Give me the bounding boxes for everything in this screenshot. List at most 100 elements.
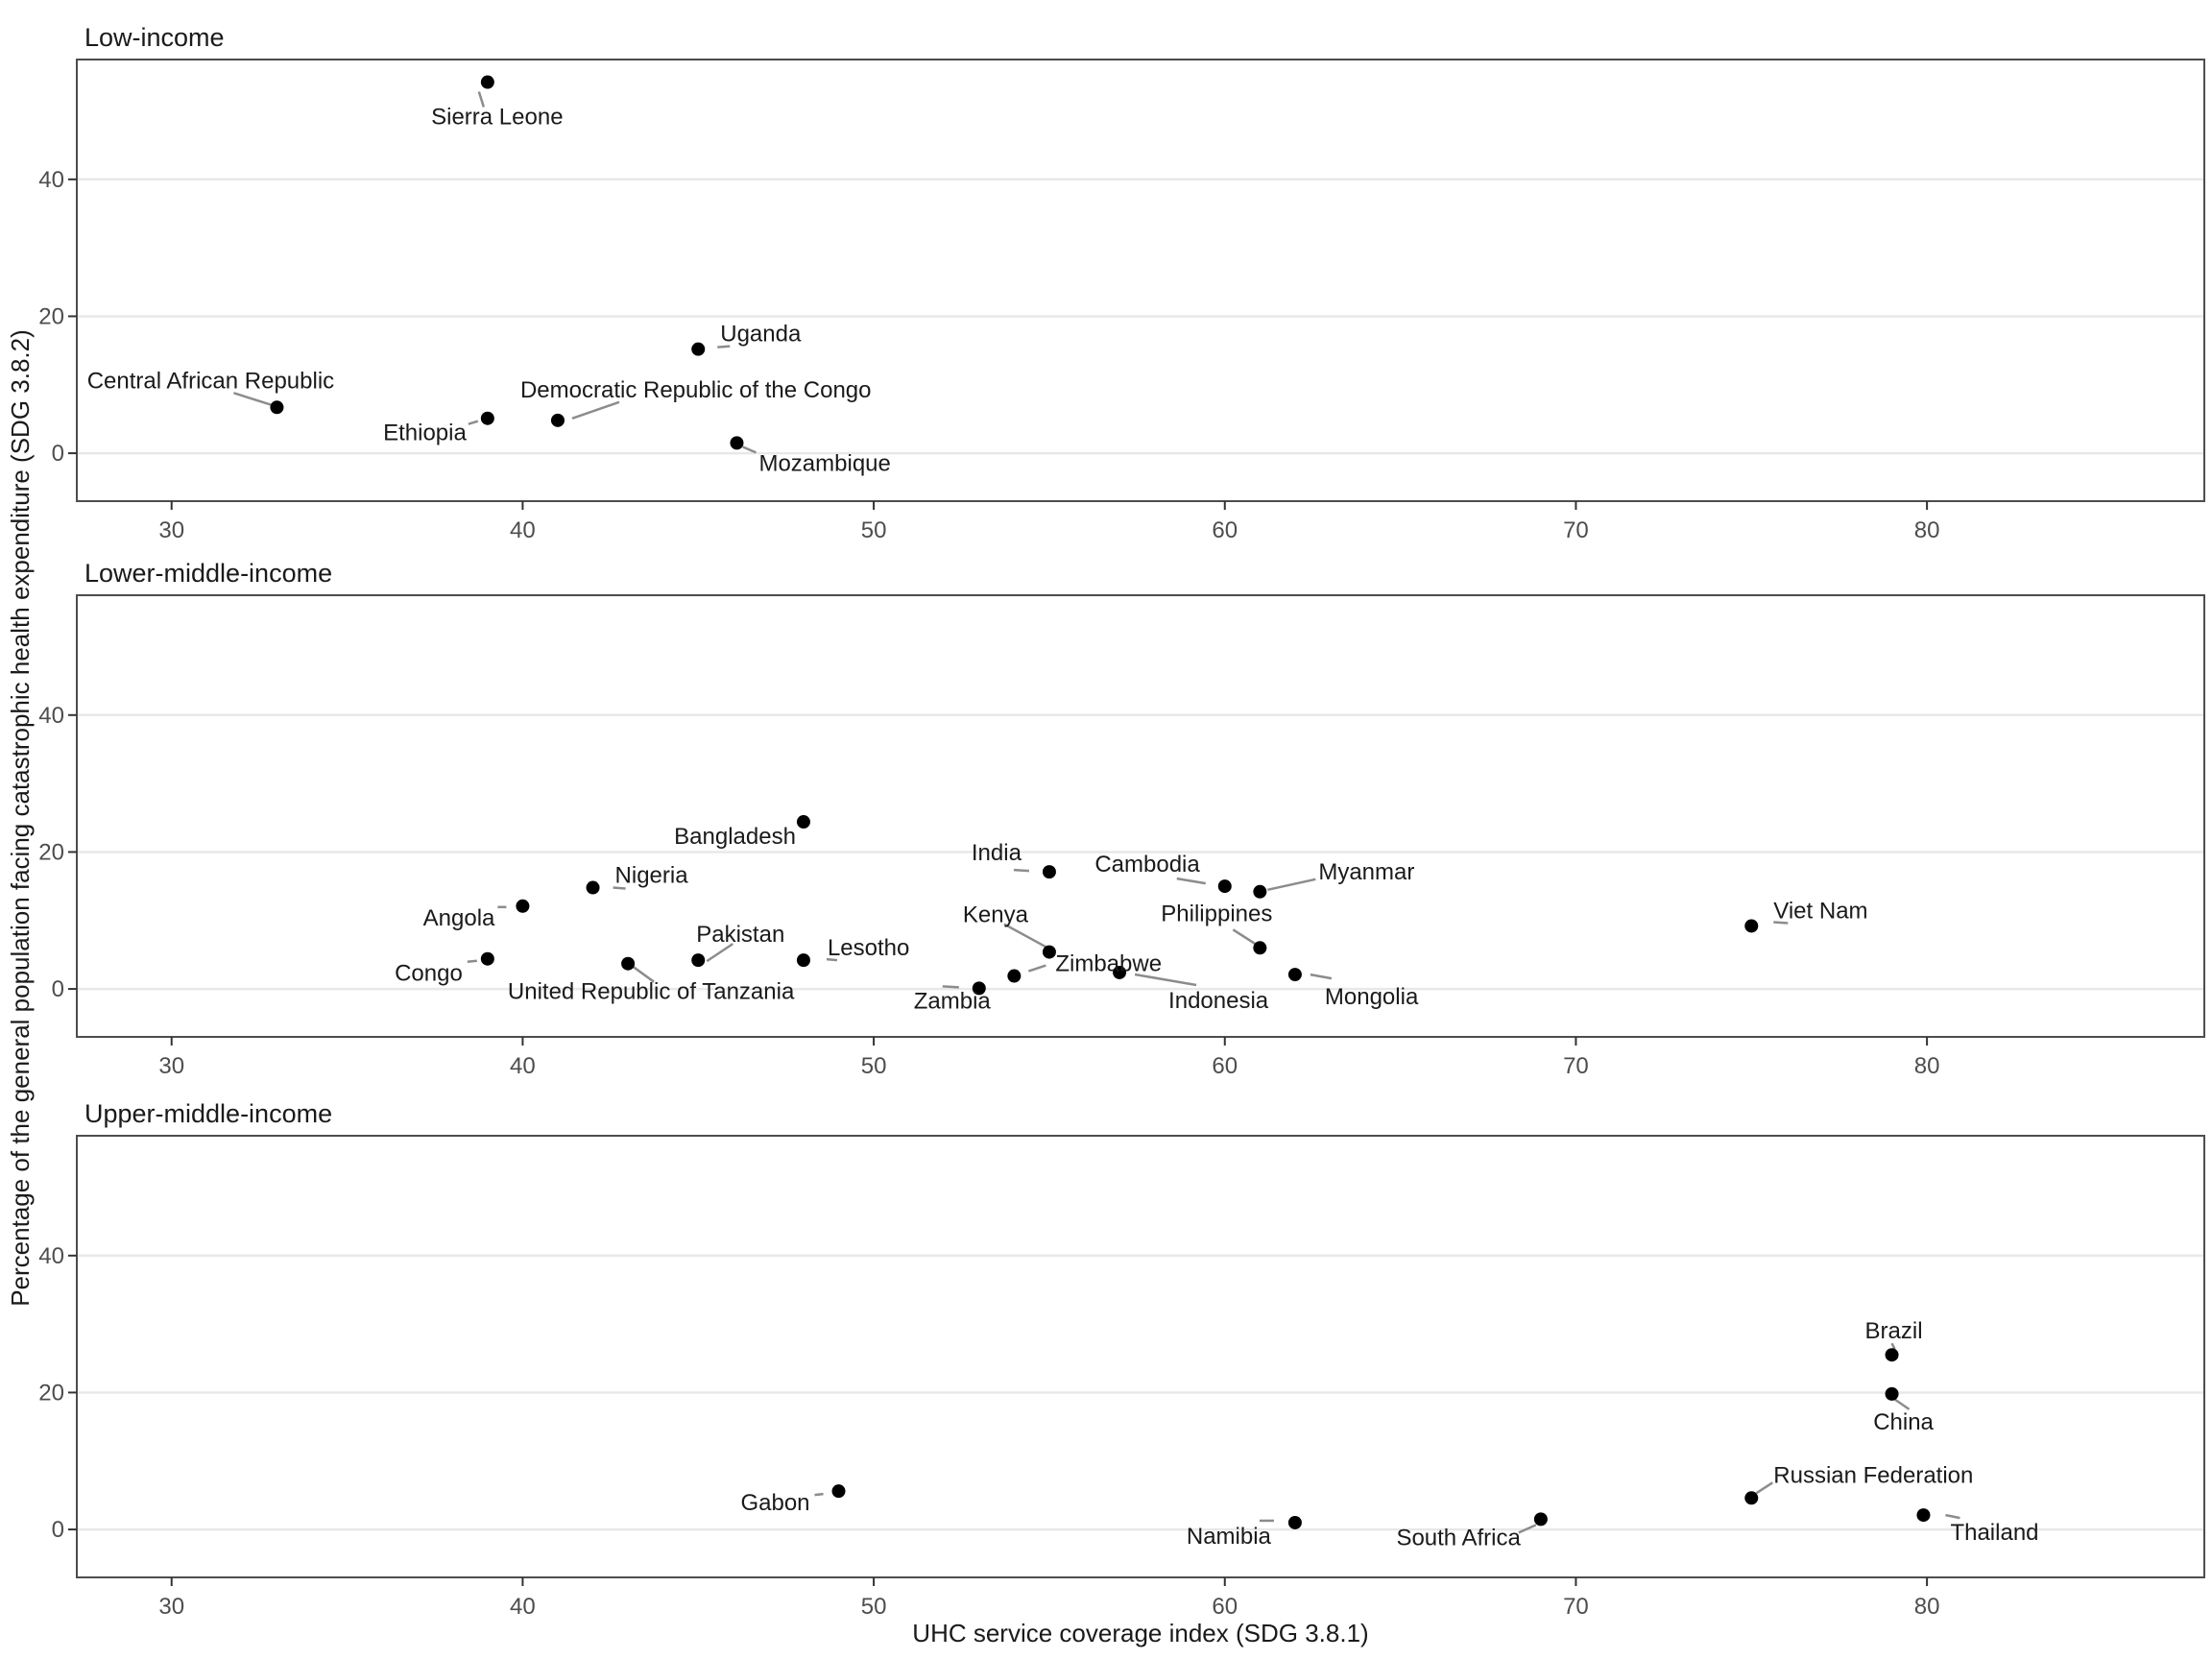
point-india	[1042, 865, 1056, 879]
label-gabon: Gabon	[740, 1490, 809, 1516]
leader-pakistan	[706, 943, 733, 963]
leader-myanmar	[1267, 878, 1316, 892]
point-lesotho	[796, 953, 810, 968]
label-russian-federation: Russian Federation	[1773, 1462, 1973, 1488]
leader-south-africa	[1518, 1524, 1537, 1534]
point-angola	[516, 899, 530, 913]
x-axis-tick-label: 70	[1563, 1594, 1589, 1620]
point-myanmar	[1253, 884, 1267, 899]
label-mozambique: Mozambique	[758, 450, 890, 476]
y-axis-tick-label: 20	[38, 839, 64, 865]
leader-china	[1892, 1397, 1911, 1410]
x-axis-tick-label: 30	[158, 1053, 184, 1079]
x-axis-tick-label: 70	[1563, 517, 1589, 543]
label-nigeria: Nigeria	[615, 863, 689, 889]
point-kenya	[1042, 945, 1056, 959]
panel-border	[76, 1135, 2205, 1578]
leader-sierra-leone	[477, 91, 486, 108]
y-axis-tick-label: 40	[38, 167, 64, 193]
y-axis-title: Percentage of the general population fac…	[6, 329, 35, 1307]
label-bangladesh: Bangladesh	[674, 824, 796, 850]
point-central-african-republic	[270, 400, 284, 415]
leader-nigeria	[613, 886, 626, 890]
leader-russian-federation	[1755, 1481, 1773, 1495]
point-indonesia	[1113, 965, 1127, 979]
facet-title-lower-middle-income: Lower-middle-income	[84, 559, 333, 588]
point-nigeria	[586, 880, 600, 895]
label-angola: Angola	[423, 905, 495, 931]
y-axis-tick-label: 20	[38, 1380, 64, 1406]
point-mongolia	[1287, 968, 1302, 982]
x-axis-tick-label: 50	[861, 1594, 887, 1620]
label-indonesia: Indonesia	[1168, 988, 1269, 1014]
point-bangladesh	[796, 815, 810, 830]
facet-title-low-income: Low-income	[84, 23, 225, 52]
facet-title-upper-middle-income: Upper-middle-income	[84, 1099, 333, 1128]
point-uganda	[691, 342, 706, 356]
label-philippines: Philippines	[1161, 901, 1272, 926]
leader-thailand	[1945, 1513, 1960, 1520]
x-axis-tick-label: 30	[158, 517, 184, 543]
point-brazil	[1885, 1348, 1899, 1362]
leader-zimbabwe	[1027, 964, 1046, 973]
x-axis-tick-label: 40	[510, 1053, 536, 1079]
point-philippines	[1253, 941, 1267, 955]
label-myanmar: Myanmar	[1318, 859, 1414, 885]
label-viet-nam: Viet Nam	[1773, 898, 1867, 924]
y-axis-tick-label: 0	[52, 441, 64, 467]
x-axis-title: UHC service coverage index (SDG 3.8.1)	[912, 1619, 1369, 1647]
leader-philippines	[1232, 928, 1259, 947]
label-zambia: Zambia	[914, 988, 992, 1014]
label-uganda: Uganda	[720, 322, 802, 348]
point-democratic-republic-of-the-congo	[550, 413, 565, 427]
point-ethiopia	[480, 411, 494, 425]
label-brazil: Brazil	[1865, 1318, 1923, 1344]
leader-gabon	[814, 1492, 824, 1497]
x-axis-tick-label: 50	[861, 517, 887, 543]
x-axis-tick-label: 60	[1212, 517, 1238, 543]
point-congo	[480, 951, 494, 966]
point-south-africa	[1533, 1512, 1548, 1527]
point-russian-federation	[1744, 1491, 1759, 1505]
point-zambia	[972, 981, 986, 996]
point-cambodia	[1217, 879, 1232, 894]
leader-zambia	[942, 985, 959, 989]
leader-ethiopia	[468, 420, 479, 425]
label-kenya: Kenya	[963, 902, 1029, 928]
leader-congo	[467, 959, 477, 963]
label-namibia: Namibia	[1187, 1524, 1272, 1550]
point-sierra-leone	[480, 75, 494, 89]
label-cambodia: Cambodia	[1094, 852, 1200, 878]
x-axis-tick-label: 80	[1914, 517, 1940, 543]
leader-central-african-republic	[233, 392, 274, 407]
point-united-republic-of-tanzania	[621, 956, 636, 971]
x-axis-tick-label: 80	[1914, 1594, 1940, 1620]
y-axis-tick-label: 20	[38, 303, 64, 329]
label-south-africa: South Africa	[1396, 1525, 1521, 1551]
point-namibia	[1287, 1515, 1302, 1529]
x-axis-tick-label: 60	[1212, 1594, 1238, 1620]
label-central-african-republic: Central African Republic	[87, 368, 334, 394]
label-china: China	[1873, 1409, 1934, 1435]
label-india: India	[972, 840, 1022, 866]
x-axis-tick-label: 40	[510, 1594, 536, 1620]
label-lesotho: Lesotho	[828, 935, 909, 961]
y-axis-tick-label: 40	[38, 1243, 64, 1269]
point-china	[1885, 1386, 1899, 1401]
leader-viet-nam	[1773, 921, 1789, 925]
y-axis-tick-label: 0	[52, 1517, 64, 1543]
leader-uganda	[717, 345, 731, 349]
x-axis-tick-label: 70	[1563, 1053, 1589, 1079]
y-axis-tick-label: 40	[38, 703, 64, 729]
leader-united-republic-of-tanzania	[632, 965, 655, 983]
x-axis-tick-label: 40	[510, 517, 536, 543]
leader-mozambique	[741, 445, 757, 454]
label-thailand: Thailand	[1950, 1520, 2038, 1546]
panel-border	[76, 594, 2205, 1038]
x-axis-tick-label: 30	[158, 1594, 184, 1620]
label-congo: Congo	[395, 961, 463, 987]
point-mozambique	[730, 436, 744, 450]
label-united-republic-of-tanzania: United Republic of Tanzania	[508, 979, 795, 1005]
